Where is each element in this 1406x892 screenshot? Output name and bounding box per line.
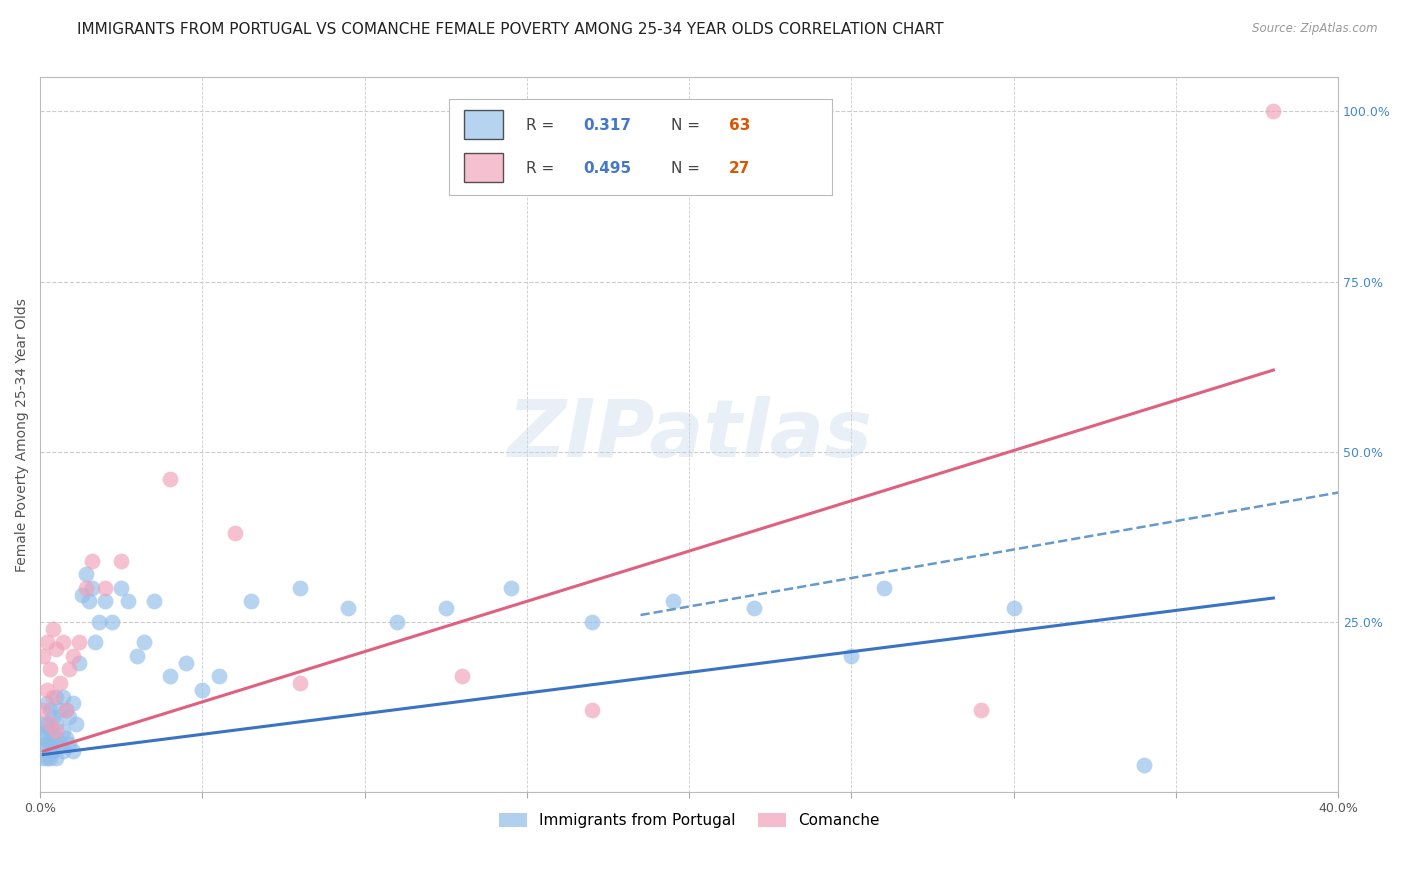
Point (72, 588, 94, 602)
Point (45, 723, 67, 738)
Point (58, 737, 80, 751)
Point (581, 703, 603, 717)
Point (288, 676, 311, 690)
Point (434, 601, 457, 615)
Point (87, 615, 110, 629)
Point (32, 717, 55, 731)
Point (84, 635, 107, 649)
Point (385, 615, 408, 629)
Point (38, 723, 60, 738)
Point (32, 751, 55, 765)
Point (62, 648, 84, 663)
Point (55, 703, 77, 717)
Point (1132, 757, 1154, 772)
Point (451, 669, 474, 683)
Text: IMMIGRANTS FROM PORTUGAL VS COMANCHE FEMALE POVERTY AMONG 25-34 YEAR OLDS CORREL: IMMIGRANTS FROM PORTUGAL VS COMANCHE FEM… (77, 22, 943, 37)
Point (58, 663, 80, 677)
Point (38, 751, 60, 765)
Point (38, 663, 60, 677)
Point (841, 648, 863, 663)
Point (94, 581, 117, 595)
Point (127, 648, 149, 663)
Point (159, 669, 181, 683)
Point (94, 594, 117, 608)
Point (35, 737, 58, 751)
Point (38, 717, 60, 731)
Point (55, 703, 77, 717)
Point (499, 581, 522, 595)
Point (32, 648, 55, 663)
Point (52, 723, 75, 738)
Point (873, 581, 896, 595)
Point (1263, 104, 1285, 119)
Point (48, 676, 70, 690)
Point (35, 717, 58, 731)
Point (970, 703, 993, 717)
Point (240, 594, 263, 608)
Text: ZIPatlas: ZIPatlas (506, 396, 872, 474)
Point (48, 737, 70, 751)
Point (110, 553, 132, 567)
Point (35, 635, 58, 649)
Point (337, 601, 360, 615)
Point (32, 703, 55, 717)
Point (75, 567, 97, 582)
Point (45, 717, 67, 731)
Point (42, 710, 65, 724)
Point (42, 622, 65, 636)
Point (45, 751, 67, 765)
Point (38, 737, 60, 751)
Point (32, 737, 55, 751)
Point (52, 744, 75, 758)
Point (35, 697, 58, 711)
Point (117, 594, 139, 608)
Point (35, 723, 58, 738)
Point (45, 731, 67, 745)
Point (100, 615, 122, 629)
Point (45, 642, 67, 657)
Point (80, 581, 103, 595)
Text: Source: ZipAtlas.com: Source: ZipAtlas.com (1253, 22, 1378, 36)
Point (45, 690, 67, 704)
Point (48, 703, 70, 717)
Point (288, 581, 311, 595)
Point (142, 594, 165, 608)
Point (662, 594, 685, 608)
Point (52, 690, 75, 704)
Point (67, 656, 90, 670)
Point (174, 656, 197, 670)
Point (42, 690, 65, 704)
Point (110, 581, 132, 595)
Point (35, 682, 58, 697)
Point (52, 635, 75, 649)
Point (42, 744, 65, 758)
Point (132, 635, 155, 649)
Point (38, 703, 60, 717)
Point (62, 744, 84, 758)
Point (191, 682, 214, 697)
Point (581, 615, 603, 629)
Point (32, 731, 55, 745)
Point (42, 731, 65, 745)
Point (80, 553, 103, 567)
Point (62, 697, 84, 711)
Legend: Immigrants from Portugal, Comanche: Immigrants from Portugal, Comanche (494, 807, 886, 834)
Point (58, 710, 80, 724)
Point (65, 717, 87, 731)
Point (55, 731, 77, 745)
Point (159, 472, 181, 486)
Y-axis label: Female Poverty Among 25-34 Year Olds: Female Poverty Among 25-34 Year Olds (15, 298, 30, 572)
Point (77, 594, 100, 608)
Point (207, 669, 229, 683)
Point (75, 581, 97, 595)
Point (224, 526, 246, 541)
Point (67, 635, 90, 649)
Point (1002, 601, 1025, 615)
Point (35, 751, 58, 765)
Point (742, 601, 765, 615)
